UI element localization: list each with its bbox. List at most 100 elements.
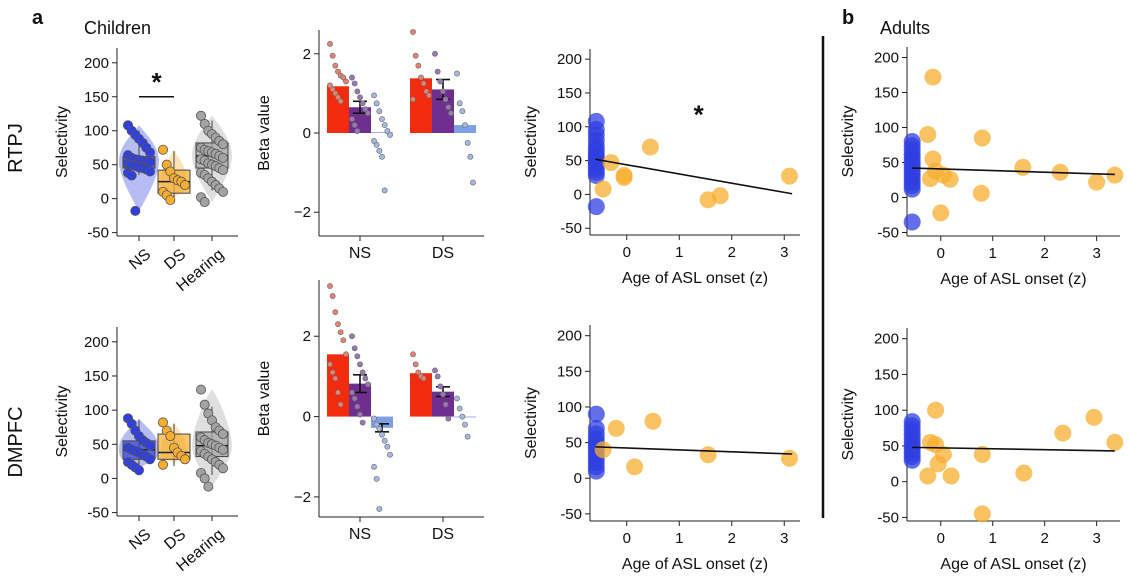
- rtpj-children-bars-bar-point: [376, 108, 383, 115]
- rtpj-children-violin-point-DS: [179, 180, 190, 191]
- dmpfc-children-scatter-ytick-label: 0: [574, 470, 582, 487]
- rtpj-children-bars-bar-point: [354, 128, 361, 134]
- dmpfc-children-scatter-point-DS: [781, 449, 798, 467]
- dmpfc-children-violin-point-Hearing: [195, 384, 206, 395]
- dmpfc-children-bars-bar-point: [359, 369, 366, 376]
- dmpfc-children-bars-bar-point: [349, 333, 355, 340]
- dmpfc-children-scatter-point-NS: [587, 405, 605, 423]
- rtpj-children-bars-bar-point: [340, 74, 347, 81]
- dmpfc-adults-scatter-point-DS: [929, 455, 947, 473]
- rtpj-adults-scatter-ytick-label: -50: [877, 225, 899, 242]
- rtpj-children-bars-bar-point: [357, 94, 363, 101]
- rtpj-children-violin-point-NS: [144, 166, 155, 177]
- dmpfc-children-scatter-ylabel: Selectivity: [523, 387, 540, 459]
- rtpj-children-bars-bar-point: [415, 62, 422, 69]
- rtpj-children-bars-bar-point: [423, 88, 430, 95]
- dmpfc-children-bars-bar-point: [442, 401, 449, 408]
- rtpj-children-bars-bar-point: [373, 100, 380, 107]
- adults-title: Adults: [880, 18, 930, 38]
- dmpfc-adults-scatter-ytick-label: 150: [874, 366, 899, 383]
- dmpfc-children-bars-bar-point: [354, 403, 361, 410]
- dmpfc-children-violin-ytick-label: 200: [84, 334, 109, 351]
- rtpj-children-bars-bar-DS: [432, 89, 454, 133]
- rtpj-children-violin-point-Hearing: [217, 186, 228, 197]
- rtpj-children-violin-point-DS: [165, 194, 176, 205]
- dmpfc-children-violin-category-label: DS: [161, 526, 189, 553]
- rtpj-children-bars-bar-point: [470, 179, 476, 186]
- dmpfc-adults-scatter-fit-line: [912, 446, 1115, 452]
- rtpj-children-bars: −2 0 2 Beta value NS DS: [256, 29, 484, 262]
- rtpj-children-violin-point-Hearing: [195, 110, 206, 121]
- rtpj-children-scatter-sig-star: *: [694, 99, 705, 129]
- rtpj-children-scatter-point-DS: [594, 180, 612, 198]
- dmpfc-children-bars-bar-NS: [371, 416, 393, 428]
- row-label-rtpj: RTPJ: [5, 123, 27, 173]
- dmpfc-children-scatter-ytick-label: 150: [557, 363, 582, 380]
- rtpj-adults-scatter-xtick-label: 1: [989, 245, 997, 262]
- dmpfc-children-violin-point-DS: [157, 459, 168, 470]
- dmpfc-children-bars-bar-point: [376, 506, 383, 512]
- rtpj-adults-scatter-point-DS: [972, 184, 990, 202]
- dmpfc-children-bars-bar-point: [337, 329, 344, 336]
- rtpj-children-scatter-point-NS: [587, 198, 605, 216]
- dmpfc-children-scatter-ytick-label: 200: [557, 328, 582, 345]
- rtpj-children-bars-bar-DS: [410, 78, 432, 133]
- rtpj-children-scatter-point-DS: [711, 187, 729, 205]
- dmpfc-children-violin-point-Hearing: [217, 444, 228, 455]
- dmpfc-adults-scatter-point-DS: [1106, 433, 1124, 451]
- dmpfc-children-bars-bar-point: [343, 351, 349, 358]
- dmpfc-children-violin-ytick-label: 50: [92, 436, 109, 453]
- dmpfc-children-bars-bar-point: [327, 361, 333, 368]
- dmpfc-children-bars-bar-point: [357, 411, 363, 418]
- dmpfc-children-violin-point-NS: [144, 454, 155, 465]
- rtpj-adults-scatter-point-DS: [1014, 158, 1032, 176]
- rtpj-children-violin-point-NS: [130, 205, 141, 216]
- dmpfc-adults-scatter-ytick-label: 0: [891, 474, 899, 491]
- rtpj-children-bars-bar-point: [381, 122, 388, 128]
- dmpfc-children-violin-point-NS: [133, 465, 144, 476]
- rtpj-children-bars-bar-point: [456, 100, 463, 107]
- dmpfc-children-bars-bar-DS: [410, 373, 432, 417]
- rtpj-adults-scatter-point-DS: [1106, 166, 1124, 184]
- dmpfc-children-bars-bar-point: [381, 437, 388, 444]
- dmpfc-children-bars-ytick-label: 2: [303, 328, 311, 345]
- rtpj-adults-scatter-point-DS: [1088, 173, 1106, 191]
- dmpfc-children-bars-bar-point: [351, 395, 358, 402]
- dmpfc-children-bars: −2 0 2 Beta value NS DS: [256, 280, 484, 543]
- dmpfc-children-bars-bar-point: [387, 451, 393, 458]
- rtpj-children-scatter-xlabel: Age of ASL onset (z): [622, 270, 768, 287]
- dmpfc-children-scatter-ytick-label: 50: [565, 435, 582, 452]
- dmpfc-children-violin-point-Hearing: [199, 399, 210, 410]
- rtpj-children-bars-bar-point: [371, 92, 377, 99]
- dmpfc-children-bars-bar-point: [384, 443, 391, 450]
- rtpj-children-bars-bar-point: [327, 82, 333, 89]
- dmpfc-children-bars-bar-point: [459, 413, 466, 420]
- dmpfc-children-bars-bar-point: [412, 361, 419, 368]
- dmpfc-adults-scatter-xtick-label: 1: [989, 530, 997, 547]
- rtpj-children-violin-ylabel: Selectivity: [54, 106, 71, 178]
- dmpfc-adults-scatter-ytick-label: 100: [874, 402, 899, 419]
- rtpj-children-violin-category-label: NS: [126, 246, 154, 273]
- rtpj-children-scatter-point-DS: [615, 169, 633, 187]
- rtpj-children-bars-bar-point: [335, 94, 341, 101]
- dmpfc-children-bars-bar-point: [362, 375, 369, 382]
- rtpj-children-bars-bar-point: [445, 104, 452, 111]
- dmpfc-children-scatter-xtick-label: 3: [780, 530, 788, 547]
- dmpfc-children-bars-bar-point: [445, 415, 452, 422]
- dmpfc-children-scatter-xlabel: Age of ASL onset (z): [622, 556, 768, 573]
- rtpj-children-violin-ytick-label: 0: [101, 191, 109, 208]
- dmpfc-children-scatter-fit-line: [595, 446, 793, 455]
- dmpfc-children-bars-bar-point: [464, 433, 471, 440]
- dmpfc-children-bars-bar-point: [354, 353, 361, 360]
- dmpfc-children-bars-category-label: NS: [349, 526, 371, 543]
- dmpfc-adults-scatter-ytick-label: -50: [877, 509, 899, 526]
- dmpfc-adults-scatter: -50 0 50 100 150 200 0 1 2 3 Selectivity Age of ASL…: [840, 328, 1124, 573]
- dmpfc-children-scatter-xtick-label: 1: [675, 530, 683, 547]
- dmpfc-children-violin-ytick-label: 0: [101, 470, 109, 487]
- rtpj-children-bars-bar-point: [440, 88, 446, 95]
- dmpfc-children-scatter-point-DS: [626, 458, 644, 476]
- rtpj-children-bars-bar-point: [454, 70, 460, 77]
- rtpj-adults-scatter-point-NS: [903, 213, 921, 231]
- dmpfc-children-violin-point-Hearing: [199, 473, 210, 484]
- rtpj-children-bars-bar-point: [329, 86, 336, 93]
